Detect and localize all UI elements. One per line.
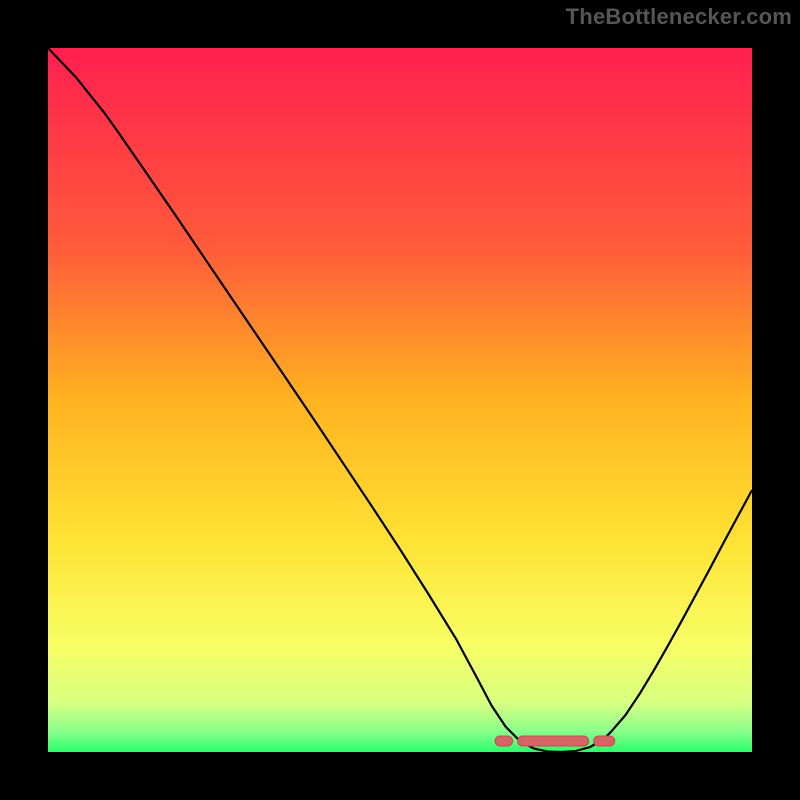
optimal-band-segment [594,736,615,746]
optimal-band-segment [518,736,589,746]
optimal-band-segment [495,736,513,746]
watermark-text: TheBottlenecker.com [566,4,792,30]
chart-container: TheBottlenecker.com [0,0,800,800]
plot-area [48,48,752,752]
bottleneck-line-chart [0,0,800,800]
